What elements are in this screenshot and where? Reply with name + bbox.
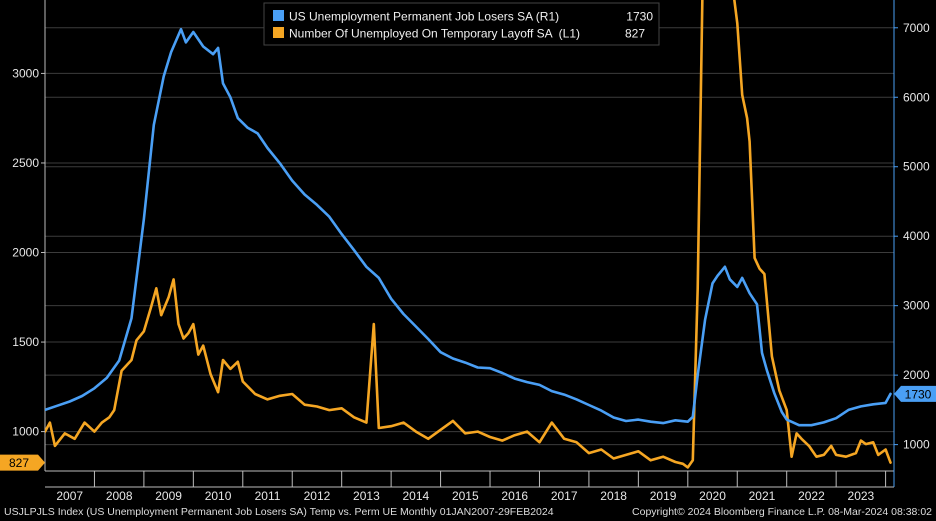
x-year-label: 2012 — [304, 489, 331, 503]
left-tick-label: 1500 — [12, 335, 39, 349]
left-tick-label: 3000 — [12, 66, 39, 80]
right-tick-label: 5000 — [903, 160, 930, 174]
right-tick-label: 6000 — [903, 90, 930, 104]
x-year-label: 2007 — [56, 489, 83, 503]
series-lines — [45, 0, 892, 469]
right-tick-label: 4000 — [903, 229, 930, 243]
x-year-label: 2010 — [205, 489, 232, 503]
x-year-label: 2016 — [501, 489, 528, 503]
legend-box — [263, 2, 660, 46]
right-tick-label: 2000 — [903, 368, 930, 382]
right-axis-ticks: 1000 2000 3000 4000 5000 6000 7000 — [894, 21, 930, 452]
footer-source: USJLPJLS Index (US Unemployment Permanen… — [4, 506, 554, 518]
x-year-label: 2013 — [353, 489, 380, 503]
x-year-label: 2018 — [600, 489, 627, 503]
x-year-label: 2020 — [699, 489, 726, 503]
left-last-value-badge — [0, 454, 45, 471]
left-last-value-text: 827 — [9, 456, 29, 470]
left-axis-ticks: 1000 1500 2000 2500 3000 — [12, 66, 45, 439]
series-line-permanent-job-losers — [45, 27, 892, 427]
legend-last-value-temporary: 827 — [625, 27, 645, 41]
left-tick-label: 1000 — [12, 425, 39, 439]
x-year-label: 2011 — [255, 489, 281, 503]
x-year-label: 2017 — [551, 489, 578, 503]
last-value-badges: 827 1730 — [0, 385, 936, 471]
x-year-label: 2019 — [650, 489, 677, 503]
x-year-label: 2009 — [155, 489, 182, 503]
legend: US Unemployment Permanent Job Losers SA … — [263, 2, 660, 46]
x-axis-year-labels: 2007 2008 2009 2010 2011 2012 2013 2014 2015 2016… — [56, 489, 874, 503]
footer: USJLPJLS Index (US Unemployment Permanen… — [0, 504, 936, 521]
gridlines — [45, 27, 894, 446]
series-line-temporary-layoff — [45, 0, 892, 469]
legend-label-permanent: US Unemployment Permanent Job Losers SA … — [289, 10, 559, 24]
right-tick-label: 1000 — [903, 438, 930, 452]
x-year-label: 2023 — [848, 489, 875, 503]
x-year-label: 2021 — [749, 489, 776, 503]
x-year-label: 2015 — [452, 489, 479, 503]
right-tick-label: 3000 — [903, 299, 930, 313]
legend-last-value-permanent: 1730 — [626, 10, 653, 24]
footer-copyright: Copyright© 2024 Bloomberg Finance L.P. 0… — [632, 506, 932, 518]
x-year-label: 2008 — [106, 489, 133, 503]
year-separators — [93, 471, 887, 487]
right-last-value-text: 1730 — [905, 387, 932, 401]
x-year-label: 2014 — [402, 489, 429, 503]
legend-swatch-permanent — [273, 10, 284, 21]
right-last-value-badge — [894, 385, 936, 402]
legend-label-temporary: Number Of Unemployed On Temporary Layoff… — [289, 27, 580, 41]
x-year-label: 2022 — [798, 489, 825, 503]
legend-swatch-temporary — [273, 27, 284, 38]
left-tick-label: 2500 — [12, 156, 39, 170]
right-tick-label: 7000 — [903, 21, 930, 35]
left-tick-label: 2000 — [12, 246, 39, 260]
